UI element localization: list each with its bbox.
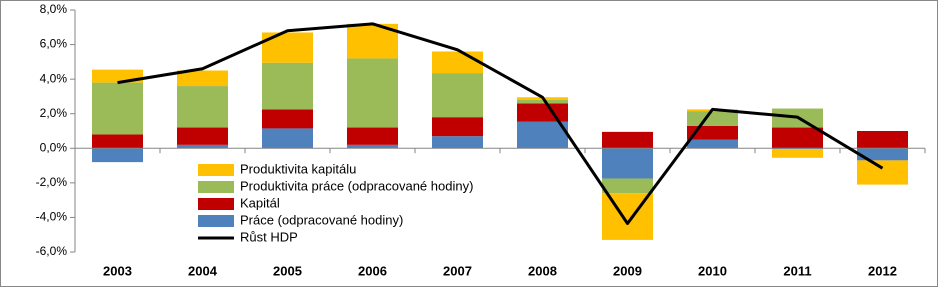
x-tick-label: 2004	[188, 263, 218, 278]
bar-segment	[687, 111, 738, 126]
x-tick-label: 2011	[783, 263, 811, 278]
bar-segment	[857, 131, 908, 149]
bar-segment	[602, 148, 653, 179]
bar-segment	[602, 178, 653, 194]
bar-segment	[857, 160, 908, 185]
bar-segment	[687, 139, 738, 149]
bar-segment	[687, 125, 738, 140]
y-tick-label: -4,0%	[36, 210, 68, 224]
y-tick-label: -2,0%	[36, 175, 68, 189]
legend-marker	[198, 181, 234, 193]
bar-segment	[432, 136, 483, 149]
bar-segment	[262, 32, 313, 63]
x-tick-label: 2012	[868, 263, 897, 278]
bar-segment	[347, 127, 398, 145]
bar-segment	[177, 127, 228, 145]
bar-segment	[772, 149, 823, 158]
bar-segment	[92, 82, 143, 135]
x-tick-label: 2008	[528, 263, 557, 278]
x-tick-label: 2003	[103, 263, 132, 278]
bar-segment	[262, 62, 313, 110]
bar-segment	[347, 58, 398, 128]
line-series	[117, 22, 884, 225]
bar-segment	[347, 144, 398, 149]
bar-segment	[517, 99, 568, 104]
bar-segment	[602, 131, 653, 149]
y-tick-label: -6,0%	[36, 244, 68, 258]
bar-segment	[772, 127, 823, 149]
legend-label: Práce (odpracované hodiny)	[240, 212, 403, 227]
bar-segment	[432, 117, 483, 137]
legend-label: Produktivita kapitálu	[240, 161, 356, 176]
x-tick-label: 2010	[698, 263, 727, 278]
legend-marker	[198, 215, 234, 227]
y-tick-label: 2,0%	[40, 106, 68, 120]
bar-segment	[432, 51, 483, 74]
legend-marker	[198, 164, 234, 176]
y-tick-label: 6,0%	[40, 37, 68, 51]
bar-segment	[517, 103, 568, 122]
legend-marker	[198, 198, 234, 210]
y-tick-label: 8,0%	[40, 2, 68, 16]
legend-label: Produktivita práce (odpracované hodiny)	[240, 178, 473, 193]
bar-segment	[517, 121, 568, 149]
bar-segment	[432, 73, 483, 118]
bar-segment	[92, 148, 143, 163]
legend-label: Růst HDP	[240, 229, 298, 244]
bar-segment	[857, 148, 908, 161]
bar-segment	[92, 134, 143, 149]
x-tick-label: 2005	[273, 263, 302, 278]
x-tick-label: 2006	[358, 263, 387, 278]
bar-segment	[177, 86, 228, 128]
x-tick-label: 2007	[443, 263, 472, 278]
y-tick-label: 4,0%	[40, 71, 68, 85]
bar-segment	[177, 144, 228, 149]
bar-segment	[262, 109, 313, 129]
x-tick-label: 2009	[613, 263, 642, 278]
bar-segment	[262, 128, 313, 149]
bar-segment	[177, 70, 228, 87]
y-tick-label: 0,0%	[40, 140, 68, 154]
legend-label: Kapitál	[240, 195, 280, 210]
